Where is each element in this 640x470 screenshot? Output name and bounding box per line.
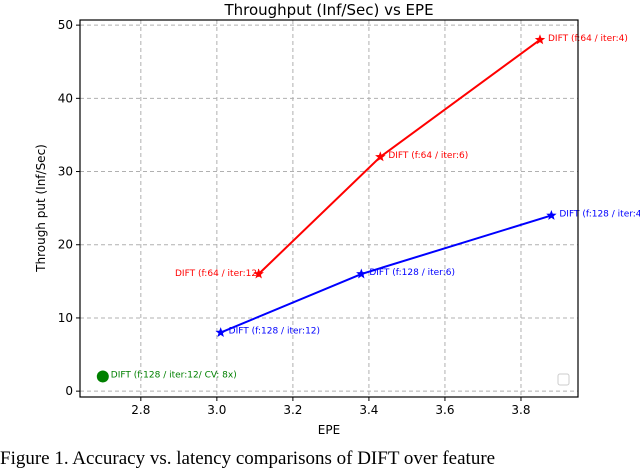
y-tick-label: 10: [58, 311, 73, 325]
data-label: DIFT (f:128 / iter:6): [369, 268, 455, 278]
data-point-star: [253, 268, 264, 279]
data-point-circle: [96, 370, 109, 383]
chart-title: Throughput (Inf/Sec) vs EPE: [223, 1, 433, 19]
data-point-star: [356, 268, 367, 279]
x-axis-label: EPE: [318, 423, 340, 437]
y-tick-label: 40: [58, 91, 73, 105]
grid: [80, 20, 578, 397]
x-tick-label: 3.8: [511, 403, 530, 417]
data-label: DIFT (f:128 / iter:12/ CV: 8x): [111, 371, 237, 381]
x-tick-label: 3.4: [359, 403, 378, 417]
y-tick-label: 50: [58, 18, 73, 32]
x-tick-label: 2.8: [131, 403, 150, 417]
y-axis-label: Through put (Inf/Sec): [34, 144, 48, 273]
data-label: DIFT (f:64 / iter:4): [548, 34, 628, 44]
data-point-star: [546, 210, 557, 220]
x-tick-label: 3.0: [207, 403, 226, 417]
plot-frame: [79, 19, 579, 398]
data-label: DIFT (f:128 / iter:12): [229, 327, 320, 337]
data-label: DIFT (f:64 / iter:12): [175, 269, 261, 279]
data-label: DIFT (f:64 / iter:6): [388, 151, 468, 161]
legend-box: [557, 373, 570, 386]
series-group: DIFT (f:64 / iter:12) DIFT (f:64 / iter:6…: [96, 34, 640, 383]
y-tick-label: 0: [65, 384, 73, 398]
data-label: DIFT (f:128 / iter:4): [559, 209, 640, 219]
y-tick-label: 30: [58, 165, 73, 179]
data-point-star: [375, 151, 386, 162]
x-tick-label: 3.6: [435, 403, 454, 417]
figure-caption: Figure 1. Accuracy vs. latency compariso…: [0, 448, 496, 469]
data-point-star: [215, 327, 226, 337]
ticks: 2.8 3.0 3.2 3.4 3.6 3.8 0 10 20 30 40 50: [58, 18, 531, 417]
data-point-star: [534, 34, 546, 45]
x-tick-label: 3.2: [283, 403, 302, 417]
y-tick-label: 20: [58, 238, 73, 252]
